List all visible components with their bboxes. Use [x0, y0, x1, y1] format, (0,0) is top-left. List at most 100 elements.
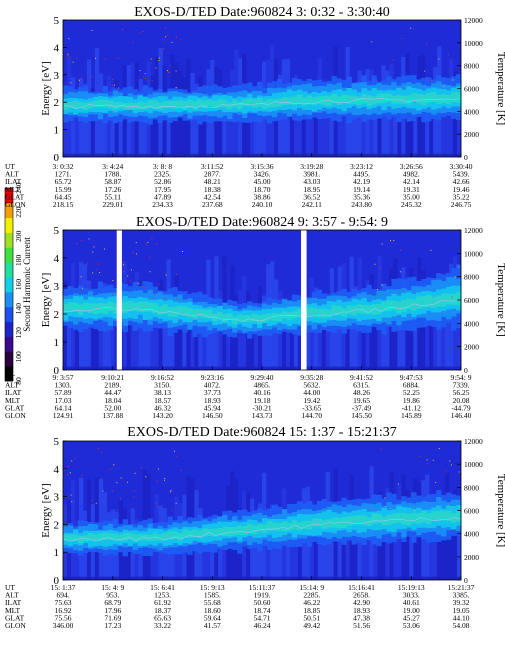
table-cell: 146.40: [451, 411, 472, 420]
table-cell: 45.00: [254, 177, 271, 186]
panel-2: EXOS-D/TED Date:960824 9: 3:57 - 9:54: 9…: [5, 215, 505, 420]
noise-speckle: [438, 448, 440, 450]
energy-band-cell: [112, 533, 119, 541]
energy-band-cell: [232, 527, 238, 536]
table-row-label: UT: [5, 583, 15, 592]
energy-band-cell: [281, 97, 288, 106]
y-tick-label: 4: [54, 464, 60, 476]
noise-speckle: [78, 79, 80, 81]
table-cell: 19.86: [403, 396, 420, 405]
noise-speckle: [71, 501, 73, 503]
colorbar-segment: [5, 336, 13, 352]
energy-band-cell: [63, 102, 69, 110]
spectrogram-column: [457, 501, 462, 580]
colorbar-segment: [5, 291, 13, 308]
table-cell: -41.12: [402, 403, 422, 412]
spectrogram-column: [397, 318, 402, 370]
noise-speckle: [68, 38, 70, 40]
energy-band-cell: [222, 314, 228, 323]
energy-band-cell: [336, 517, 342, 529]
spectrogram-column: [198, 311, 203, 370]
y-right-tick-label: 6000: [464, 296, 479, 305]
energy-band-cell: [281, 311, 288, 319]
spectrogram-column: [325, 311, 330, 370]
table-row-label: UT: [5, 162, 15, 171]
noise-speckle: [374, 263, 376, 265]
noise-speckle: [149, 256, 151, 258]
energy-band-cell: [172, 531, 178, 540]
table-cell: 4495.: [353, 170, 370, 179]
table-row-label: ALT: [5, 591, 19, 600]
noise-speckle: [454, 276, 456, 278]
table-row-label: ILAT: [5, 177, 22, 186]
noise-speckle: [139, 32, 141, 34]
energy-band-cell: [436, 510, 442, 522]
table-cell: 59.64: [204, 613, 221, 622]
table-cell: 15:19:13: [398, 583, 425, 592]
noise-speckle: [71, 460, 73, 462]
noise-speckle: [175, 86, 177, 88]
noise-speckle: [176, 456, 178, 458]
noise-speckle: [68, 56, 70, 58]
spectrogram-column: [293, 298, 299, 370]
energy-band-cell: [87, 533, 94, 540]
energy-band-cell: [137, 534, 143, 541]
spectrogram-column: [154, 301, 159, 370]
spectrogram-column: [301, 101, 307, 157]
spectrogram-column: [90, 288, 96, 370]
energy-band-cell: [252, 99, 258, 108]
table-cell: 240.10: [252, 200, 273, 209]
table-cell: 145.89: [401, 411, 422, 420]
energy-band-cell: [92, 534, 99, 542]
spectrogram-column: [429, 310, 434, 370]
noise-speckle: [371, 41, 373, 43]
table-cell: 45.27: [403, 613, 420, 622]
y-right-tick-label: 8000: [464, 62, 479, 71]
noise-speckle: [104, 58, 106, 60]
colorbar-segment: [5, 202, 13, 219]
noise-speckle: [99, 272, 101, 274]
spectrogram-column: [186, 305, 191, 370]
energy-band-cell: [192, 309, 198, 319]
noise-speckle: [431, 80, 433, 82]
energy-band-cell: [431, 297, 437, 308]
energy-band-cell: [316, 96, 322, 105]
table-cell: 46.24: [254, 621, 271, 630]
noise-speckles: [64, 447, 461, 511]
table-cell: 229.01: [102, 200, 123, 209]
table-cell: 3:15:36: [251, 162, 274, 171]
table-cell: 48.26: [353, 388, 370, 397]
spectrogram-column: [337, 101, 342, 157]
colorbar-segment: [5, 217, 13, 233]
table-cell: 46.22: [303, 598, 320, 607]
table-cell: 9:35:28: [300, 373, 323, 382]
noise-speckle: [156, 243, 158, 245]
energy-band-cell: [147, 100, 153, 109]
energy-band-cell: [102, 99, 109, 108]
noise-speckle: [171, 509, 173, 511]
spectrogram-column: [365, 505, 370, 580]
y-tick-label: 3: [54, 281, 60, 293]
energy-band-cell: [162, 533, 168, 541]
table-cell: 1585.: [204, 591, 221, 600]
energy-band-cell: [117, 101, 123, 109]
colorbar-segment: [5, 188, 13, 204]
energy-band-cell: [271, 522, 278, 531]
energy-band-cell: [326, 309, 332, 318]
spectrogram-column: [337, 513, 342, 580]
noise-speckle: [393, 239, 395, 241]
energy-band-cell: [77, 304, 84, 315]
spectrogram-column: [102, 94, 108, 157]
spectrogram-column: [361, 89, 366, 157]
noise-speckle: [79, 290, 81, 292]
table-cell: 1919.: [254, 591, 271, 600]
spectrogram-column: [445, 285, 450, 370]
energy-band-cell: [157, 306, 163, 316]
table-cell: 15: 4: 9: [101, 583, 124, 592]
energy-band-cell: [311, 518, 318, 527]
table-row-label: MLT: [5, 185, 21, 194]
spectrogram-column: [313, 526, 319, 580]
table-row-label: MLT: [5, 606, 21, 615]
table-cell: 9:47:53: [400, 373, 423, 382]
energy-band-cell: [202, 100, 208, 109]
